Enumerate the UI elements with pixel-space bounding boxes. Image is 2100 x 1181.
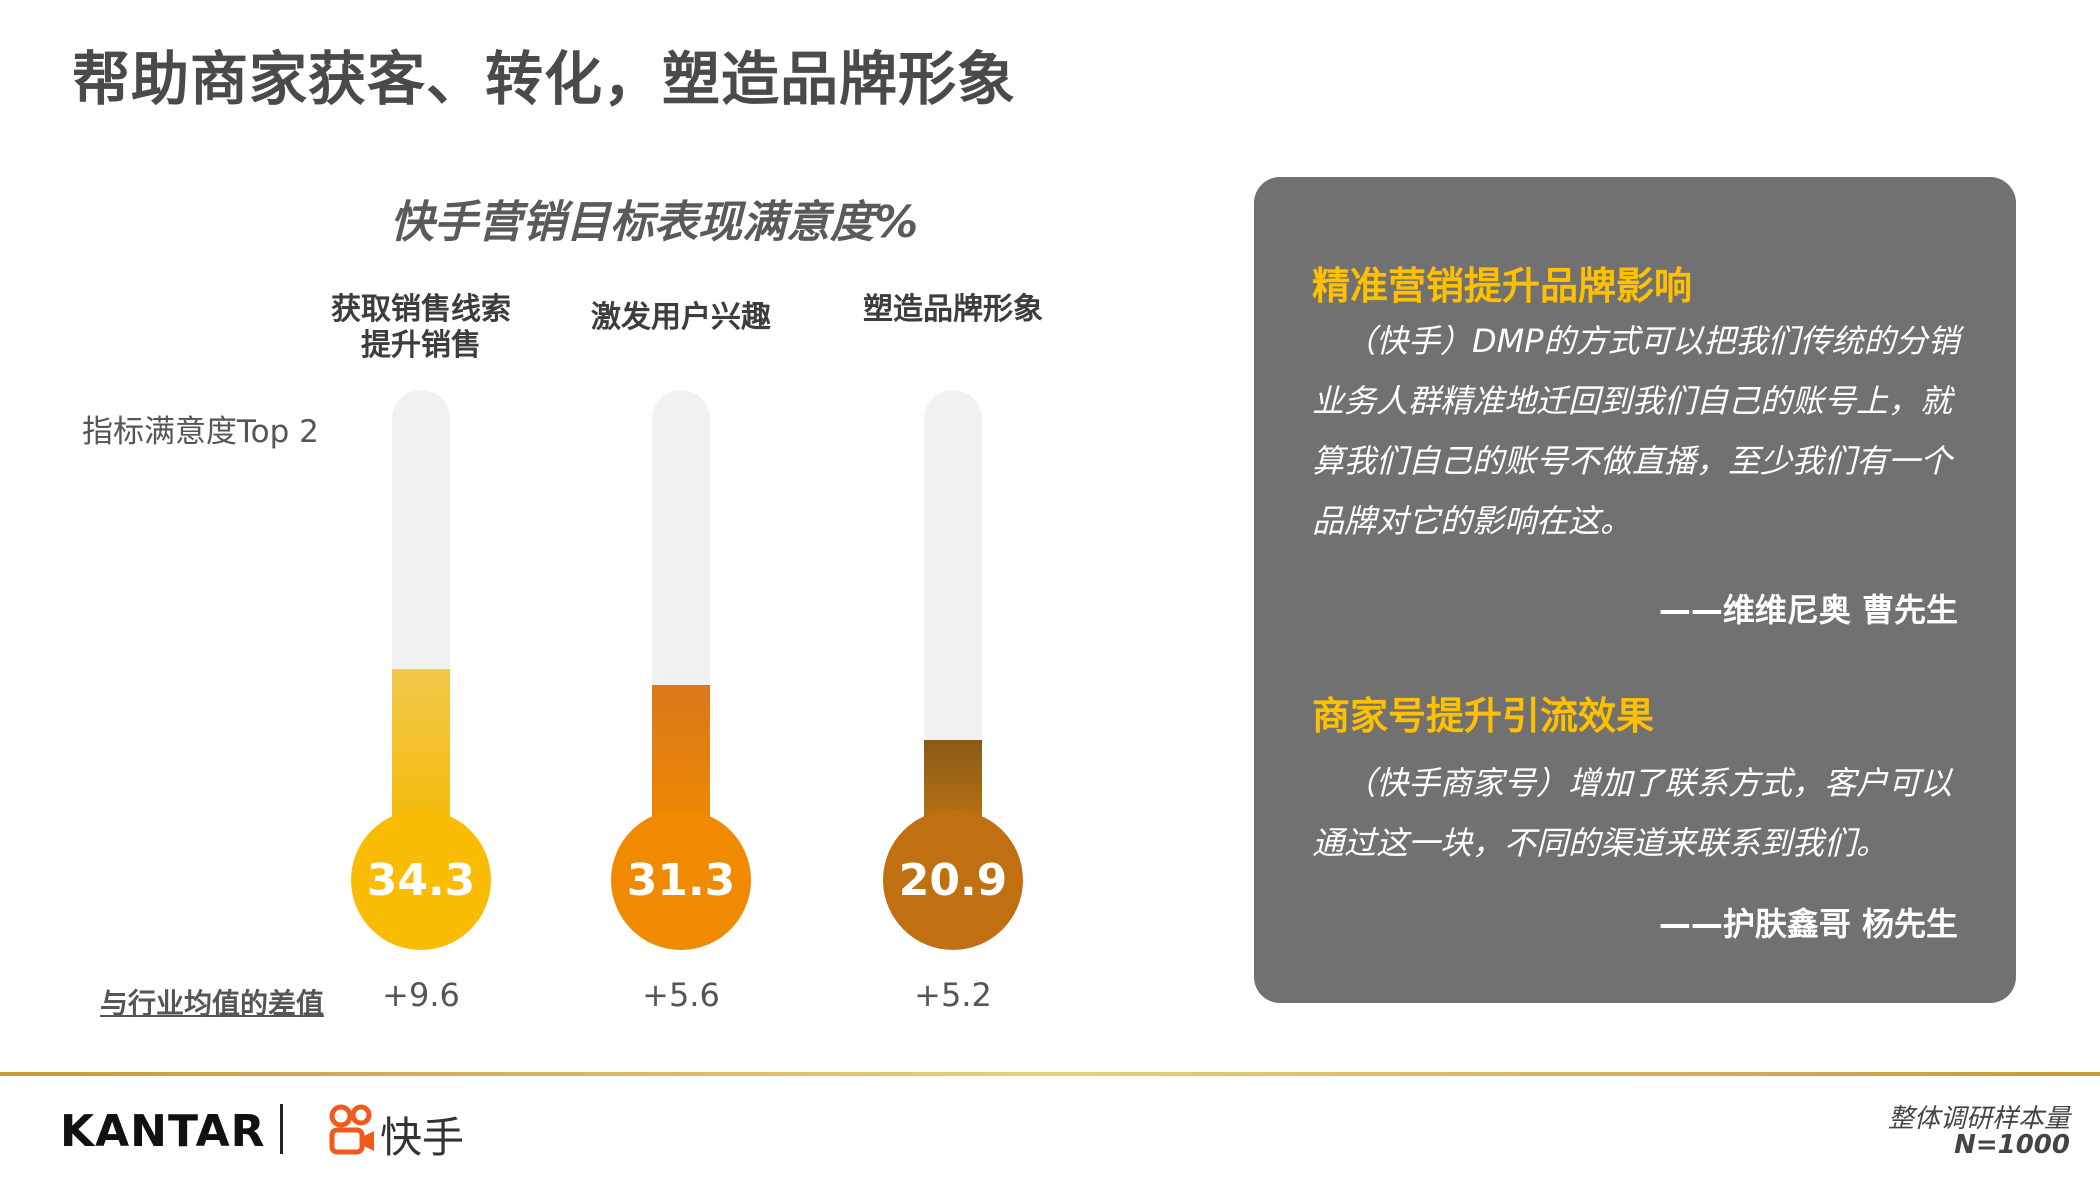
quote-panel: 精准营销提升品牌影响 （快手）DMP的方式可以把我们传统的分销业务人群精准地迁回…	[1254, 177, 2016, 1003]
sample-label: 整体调研样本量	[1887, 1104, 2070, 1134]
category-label-line: 提升销售	[361, 328, 481, 363]
kuaishou-name: 快手	[380, 1113, 465, 1162]
kantar-logo: KANTAR	[60, 1106, 266, 1157]
diff-label: 与行业均值的差值	[100, 987, 325, 1020]
quote-title: 商家号提升引流效果	[1312, 694, 1655, 738]
diff-value: +9.6	[382, 976, 460, 1014]
chart-title: 快手营销目标表现满意度%	[390, 197, 919, 248]
sample-n: N=1000	[1954, 1130, 2070, 1160]
category-label-line: 获取销售线索	[331, 292, 511, 327]
quote-author: ——护肤鑫哥 杨先生	[1658, 905, 1958, 943]
value-bulb: 31.3	[611, 810, 751, 950]
diff-value: +5.6	[642, 976, 720, 1014]
page-title: 帮助商家获客、转化，塑造品牌形象	[72, 45, 1017, 113]
quote-body: （快手）DMP的方式可以把我们传统的分销业务人群精准地迁回到我们自己的账号上，就…	[1312, 322, 1960, 540]
metric-label: 指标满意度Top 2	[82, 414, 319, 450]
footer-divider	[0, 1072, 2100, 1076]
category-label: 塑造品牌形象	[823, 292, 1083, 328]
diff-value: +5.2	[914, 976, 992, 1014]
quote-author: ——维维尼奥 曹先生	[1658, 591, 1958, 629]
category-label-line: 激发用户兴趣	[591, 300, 771, 335]
value-bulb: 34.3	[351, 810, 491, 950]
quote-body: （快手商家号）增加了联系方式，客户可以通过这一块，不同的渠道来联系到我们。	[1312, 764, 1953, 862]
value-bulb: 20.9	[883, 810, 1023, 950]
category-label: 激发用户兴趣	[551, 300, 811, 336]
category-label: 获取销售线索 提升销售	[291, 292, 551, 364]
logo-divider	[280, 1104, 283, 1154]
category-label-line: 塑造品牌形象	[863, 292, 1043, 327]
quote-title: 精准营销提升品牌影响	[1312, 264, 1693, 308]
kuaishou-icon	[329, 1104, 374, 1155]
